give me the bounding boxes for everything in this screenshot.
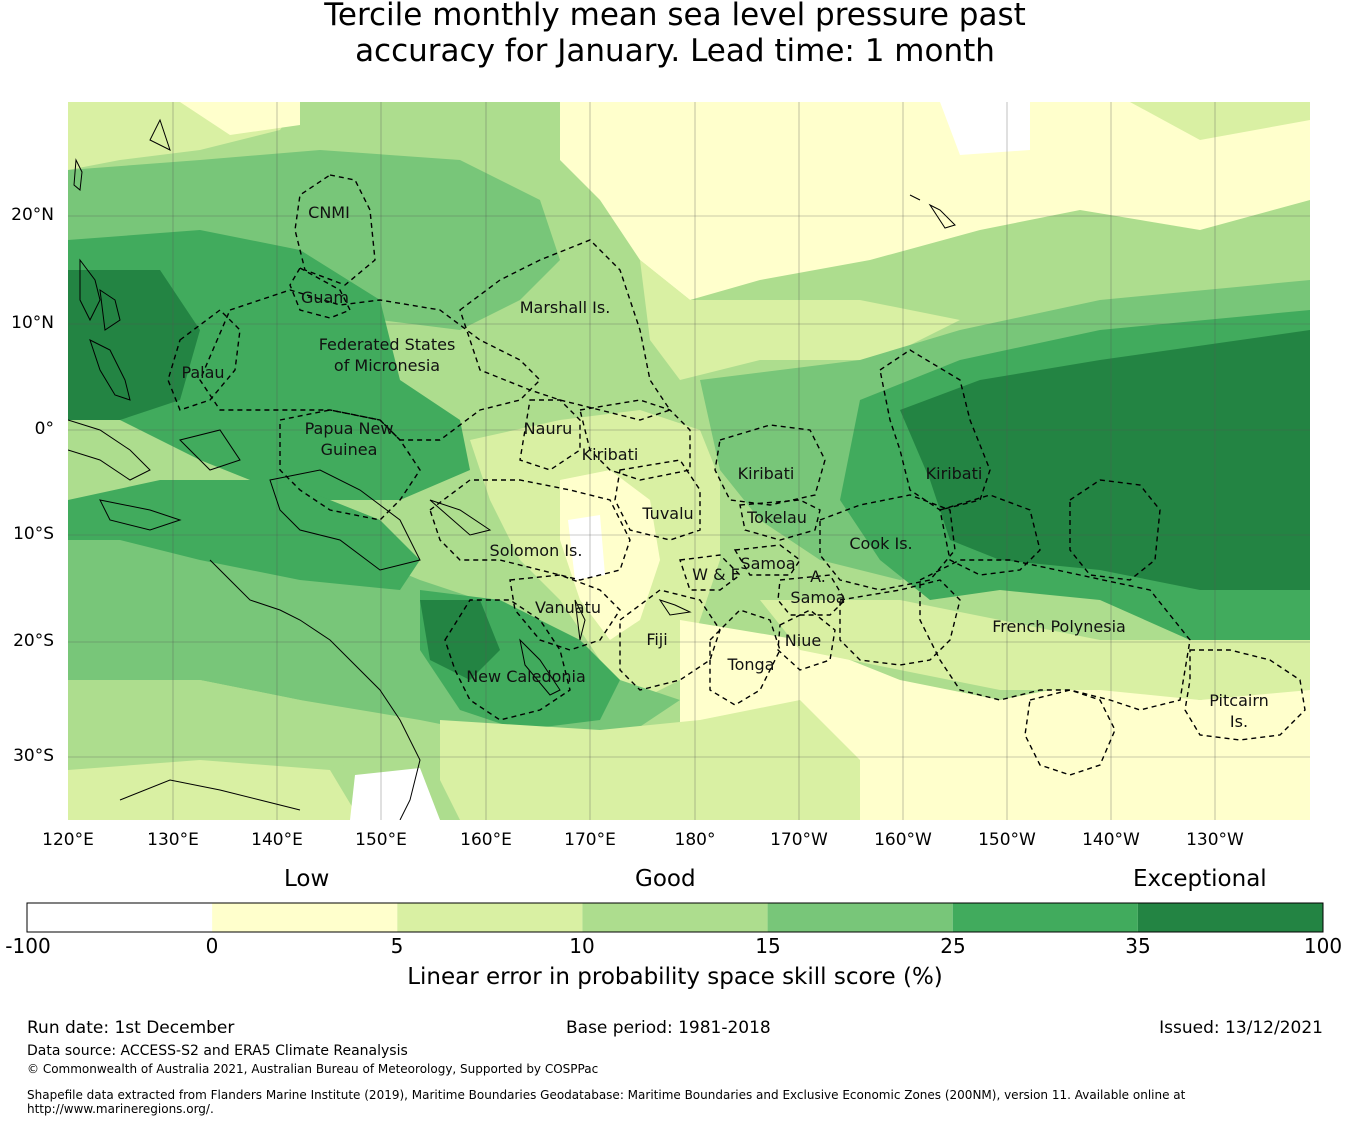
colorbar-category-exceptional: Exceptional	[1133, 866, 1267, 892]
colorbar-segment	[767, 903, 953, 932]
issued-date: Issued: 13/12/2021	[1159, 1018, 1323, 1038]
region-label: Is.	[1230, 712, 1248, 731]
region-label: Tonga	[727, 655, 775, 674]
lon-label: 140°W	[1082, 830, 1140, 850]
colorbar-tick: 100	[1303, 934, 1343, 958]
coastlines	[68, 118, 956, 820]
region-label: of Micronesia	[334, 356, 440, 375]
region-label: Vanuatu	[535, 598, 601, 617]
region-label: Kiribati	[582, 445, 639, 464]
colorbar-title: Linear error in probability space skill …	[407, 964, 943, 990]
colorbar-segment	[582, 903, 768, 932]
base-period: Base period: 1981-2018	[566, 1018, 771, 1038]
colorbar-tick: 25	[940, 934, 966, 958]
colorbar-tick: 35	[1125, 934, 1151, 958]
map-title-line1: Tercile monthly mean sea level pressure …	[324, 0, 1026, 33]
colorbar-segment	[952, 903, 1138, 932]
region-label: Kiribati	[926, 464, 983, 483]
lon-label: 160°E	[460, 830, 512, 850]
region-label: A.	[810, 567, 826, 586]
colorbar-tick: 0	[205, 934, 219, 958]
lon-label: 170°E	[564, 830, 616, 850]
region-label: Pitcairn	[1209, 691, 1269, 710]
colorbar-frame	[26, 902, 1324, 933]
region-label: Federated States	[319, 335, 456, 354]
lat-label: 0°	[34, 419, 54, 439]
colorbar-tick: 15	[755, 934, 781, 958]
colorbar-category-good: Good	[635, 866, 696, 892]
region-label: Samoa	[740, 554, 795, 573]
region-label: Kiribati	[738, 464, 795, 483]
lon-label: 180°	[674, 830, 716, 850]
region-label: French Polynesia	[992, 617, 1126, 636]
region-label: Papua New	[305, 419, 394, 438]
region-label: Guinea	[321, 440, 378, 459]
run-date: Run date: 1st December	[27, 1018, 235, 1038]
colorbar-segment	[397, 903, 583, 932]
colorbar-tick: -100	[5, 934, 51, 958]
lon-label: 130°W	[1186, 830, 1244, 850]
region-label: Palau	[181, 363, 224, 382]
shapefile-url: http://www.marineregions.org/.	[27, 1102, 214, 1116]
colorbar-segment	[1137, 903, 1323, 932]
lon-label: 150°E	[355, 830, 407, 850]
data-source: Data source: ACCESS-S2 and ERA5 Climate …	[27, 1043, 408, 1059]
region-label: Guam	[301, 288, 349, 307]
region-label: Solomon Is.	[490, 541, 583, 560]
shapefile-credit: Shapefile data extracted from Flanders M…	[27, 1088, 1186, 1102]
region-label: Nauru	[524, 419, 573, 438]
colorbar	[26, 902, 1324, 933]
map-title-line2: accuracy for January. Lead time: 1 month	[355, 33, 995, 69]
eez-boundaries	[167, 174, 1306, 776]
lat-label: 10°N	[11, 313, 54, 333]
region-label: W & F	[692, 565, 740, 584]
colorbar-segment	[212, 903, 398, 932]
lat-label: 20°N	[11, 205, 54, 225]
lon-label: 150°W	[978, 830, 1036, 850]
copyright: © Commonwealth of Australia 2021, Austra…	[27, 1062, 599, 1076]
region-labels: CNMI Guam Marshall Is. Federated States …	[181, 203, 1268, 731]
region-label: Marshall Is.	[520, 298, 611, 317]
skill-score-field	[68, 102, 1310, 820]
region-label: Niue	[785, 631, 821, 650]
colorbar-tick: 10	[569, 934, 595, 958]
lon-label: 160°W	[874, 830, 932, 850]
lat-label: 20°S	[13, 631, 54, 651]
region-label: Tuvalu	[641, 504, 693, 523]
lat-label: 30°S	[13, 746, 54, 766]
region-label: Cook Is.	[849, 534, 912, 553]
lon-label: 130°E	[147, 830, 199, 850]
lon-label: 120°E	[42, 830, 94, 850]
lat-label: 10°S	[13, 524, 54, 544]
region-label: New Caledonia	[466, 667, 586, 686]
lon-label: 140°E	[251, 830, 303, 850]
colorbar-tick: 5	[390, 934, 404, 958]
region-label: CNMI	[308, 203, 350, 222]
lon-label: 170°W	[770, 830, 828, 850]
colorbar-segment	[27, 903, 213, 932]
colorbar-category-low: Low	[284, 866, 330, 892]
region-label: Fiji	[646, 630, 667, 649]
region-label: Tokelau	[746, 508, 807, 527]
region-label: Samoa	[790, 588, 845, 607]
